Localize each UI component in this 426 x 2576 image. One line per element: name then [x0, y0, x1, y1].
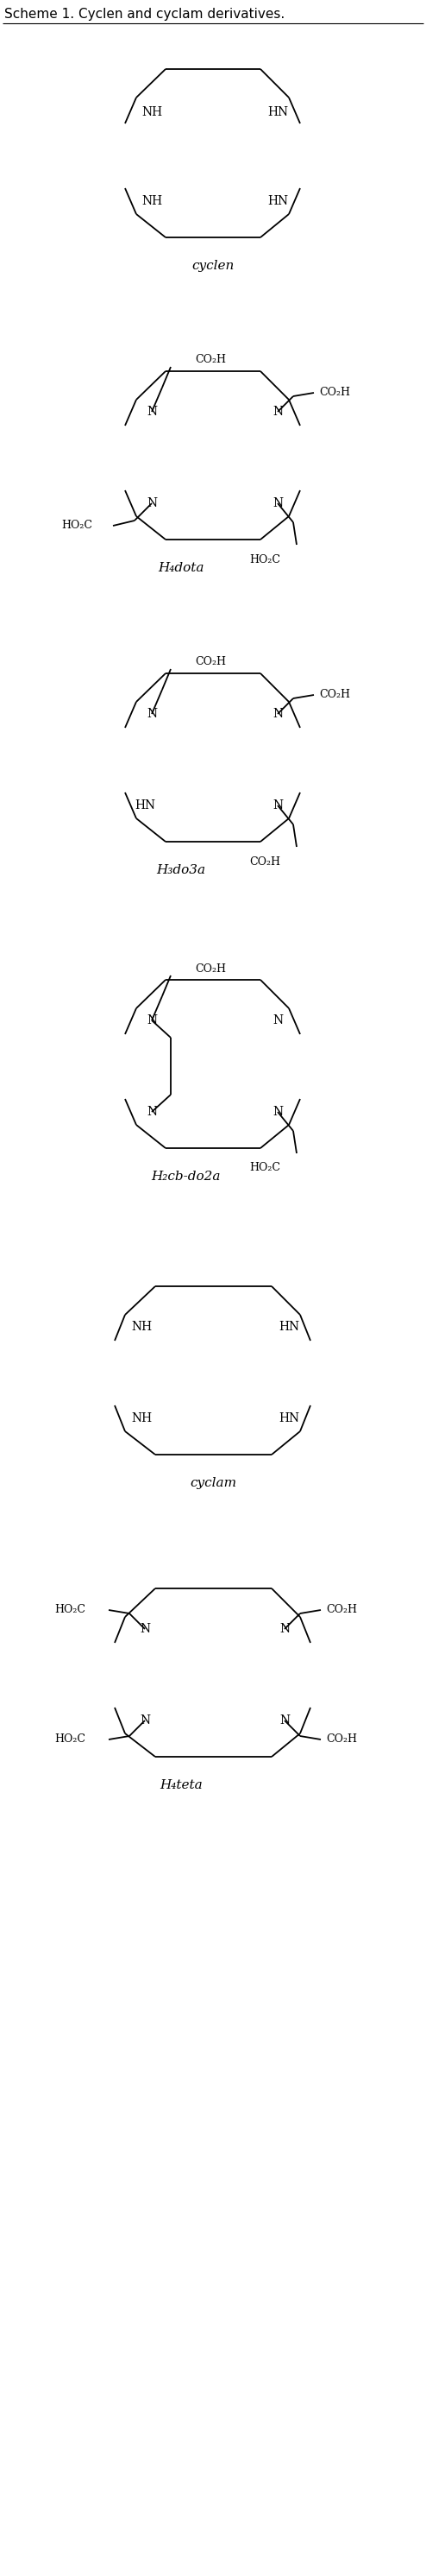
- Text: HO₂C: HO₂C: [55, 1734, 85, 1744]
- Text: N: N: [273, 708, 283, 719]
- Text: CO₂H: CO₂H: [195, 963, 226, 974]
- Text: H₃do3a: H₃do3a: [156, 863, 206, 876]
- Text: HN: HN: [135, 799, 155, 811]
- Text: H₄dota: H₄dota: [158, 562, 204, 574]
- Text: N: N: [273, 407, 283, 417]
- Text: N: N: [273, 497, 283, 510]
- Text: N: N: [147, 708, 157, 719]
- Text: HO₂C: HO₂C: [55, 1605, 85, 1615]
- Text: NH: NH: [131, 1321, 152, 1332]
- Text: cyclam: cyclam: [190, 1476, 236, 1489]
- Text: CO₂H: CO₂H: [195, 657, 226, 667]
- Text: NH: NH: [141, 196, 162, 206]
- Text: CO₂H: CO₂H: [319, 690, 350, 701]
- Text: NH: NH: [141, 106, 162, 118]
- Text: N: N: [273, 1105, 283, 1118]
- Text: NH: NH: [131, 1412, 152, 1425]
- Text: N: N: [140, 1623, 150, 1636]
- Text: HN: HN: [267, 106, 288, 118]
- Text: CO₂H: CO₂H: [319, 386, 350, 399]
- Text: H₂cb-do2a: H₂cb-do2a: [151, 1170, 220, 1182]
- Text: HO₂C: HO₂C: [249, 1162, 280, 1175]
- Text: Scheme 1. Cyclen and cyclam derivatives.: Scheme 1. Cyclen and cyclam derivatives.: [4, 8, 285, 21]
- Text: HN: HN: [267, 196, 288, 206]
- Text: H₄teta: H₄teta: [160, 1780, 202, 1790]
- Text: N: N: [273, 799, 283, 811]
- Text: N: N: [279, 1716, 290, 1726]
- Text: CO₂H: CO₂H: [326, 1734, 357, 1744]
- Text: N: N: [140, 1716, 150, 1726]
- Text: N: N: [147, 1015, 157, 1025]
- Text: HN: HN: [279, 1321, 299, 1332]
- Text: HO₂C: HO₂C: [249, 554, 280, 564]
- Text: CO₂H: CO₂H: [249, 855, 280, 868]
- Text: N: N: [147, 1105, 157, 1118]
- Text: N: N: [147, 407, 157, 417]
- Text: HO₂C: HO₂C: [61, 520, 92, 531]
- Text: CO₂H: CO₂H: [195, 355, 226, 366]
- Text: CO₂H: CO₂H: [326, 1605, 357, 1615]
- Text: N: N: [147, 497, 157, 510]
- Text: N: N: [273, 1015, 283, 1025]
- Text: HN: HN: [279, 1412, 299, 1425]
- Text: N: N: [279, 1623, 290, 1636]
- Text: cyclen: cyclen: [192, 260, 234, 273]
